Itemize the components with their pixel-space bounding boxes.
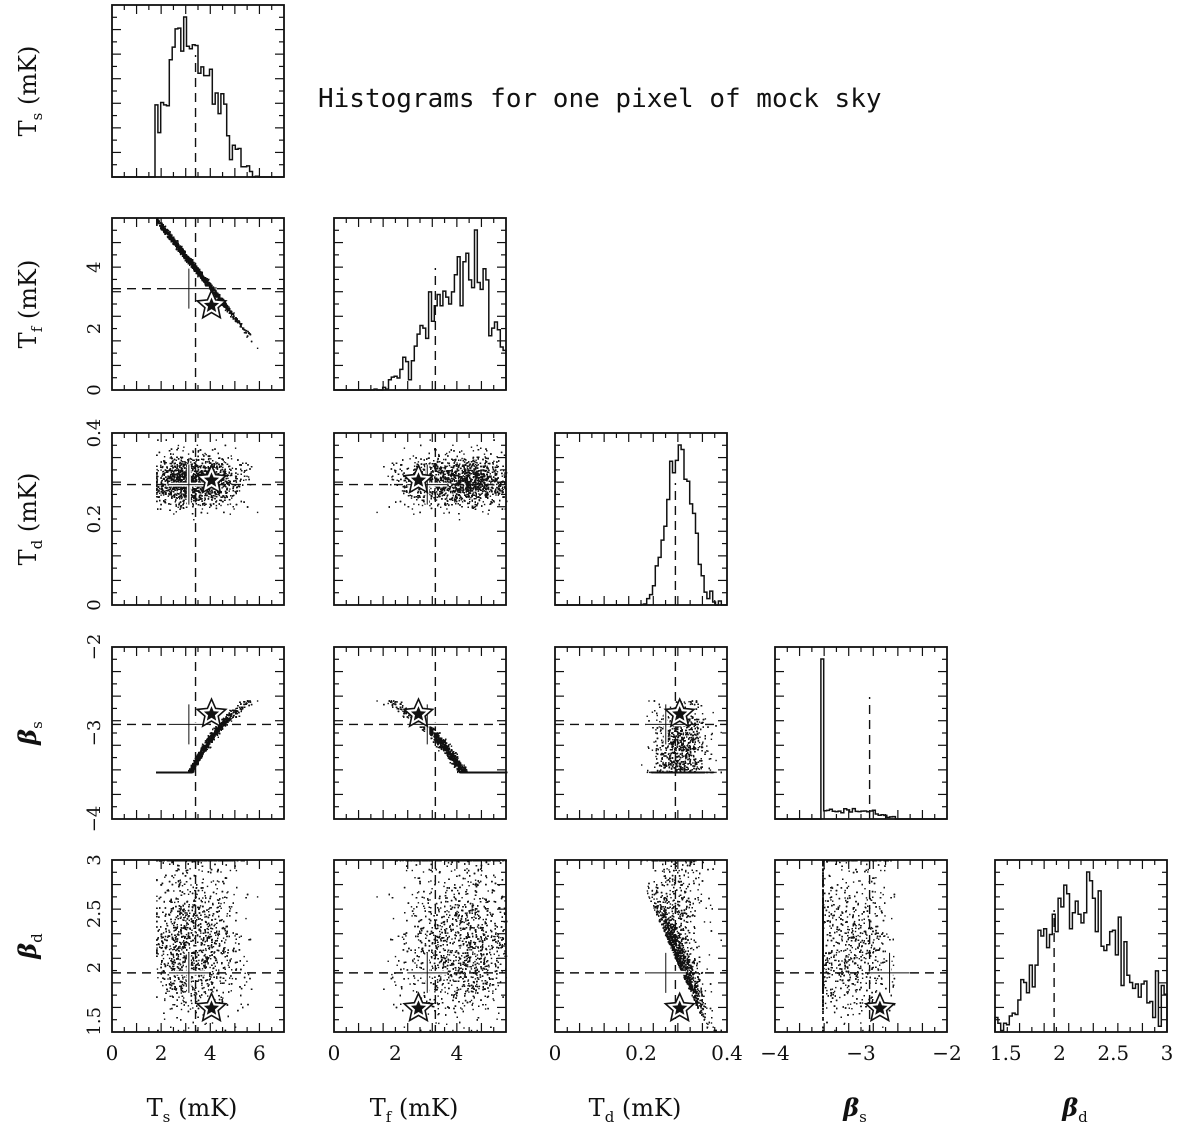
x-tick-label: 0 [106,1041,119,1065]
y-tick-label: 4 [84,261,105,272]
x-axis-label-Tf: Tf (mK) [370,1094,459,1126]
x-tick-label: 2 [1053,1041,1066,1065]
y-tick-label: 0 [84,599,105,610]
x-tick-label: −3 [846,1041,875,1065]
panel-Td-Tf [333,432,508,606]
y-tick-label: 0 [84,384,105,395]
histogram-Ts [112,16,284,178]
panel-bs-bs [774,646,948,820]
chart-title: Histograms for one pixel of mock sky [318,84,882,114]
y-axis-label-Td: Td (mK) [14,473,46,566]
y-axis-label-bd: βd [13,933,46,960]
x-tick-label: 0.4 [711,1041,743,1065]
histogram-Td [555,444,727,606]
x-tick-label: 2 [155,1041,168,1065]
x-tick-label: 3 [1161,1041,1174,1065]
y-tick-label: −3 [84,720,105,747]
x-tick-label: 0 [328,1041,341,1065]
x-tick-label: 1.5 [990,1041,1022,1065]
x-axis-label-bd: βd [1061,1093,1088,1126]
panel-bd-Ts [111,859,285,1033]
histogram-Tf [334,229,507,391]
y-tick-label: 1.5 [84,1007,105,1036]
y-axis-label-Ts: Ts (mK) [14,46,46,137]
x-axis-label-bs: βs [842,1093,867,1126]
x-tick-label: 2.5 [1097,1041,1129,1065]
histogram-bs [775,658,947,820]
y-tick-label: 3 [84,854,105,865]
panel-bs-Td [554,646,728,820]
y-tick-label: 2 [84,323,105,334]
scatter-points [641,860,722,1032]
y-tick-label: 2 [84,962,105,973]
panel-bd-Tf [333,859,508,1033]
panel-bs-Ts [111,646,285,820]
panel-Ts-Ts [111,4,285,178]
x-tick-label: −4 [760,1041,789,1065]
panel-Tf-Tf [333,217,507,391]
y-tick-label: 0.4 [84,419,105,448]
panel-Td-Td [554,432,728,606]
scatter-points [156,218,259,349]
y-tick-label: −4 [84,806,105,833]
x-tick-label: 0.2 [625,1041,657,1065]
panel-Tf-Ts [111,217,285,391]
panel-bd-Td [554,859,728,1033]
y-tick-label: 2.5 [84,899,105,928]
y-axis-label-bs: βs [13,721,46,746]
histogram-bd [994,871,1168,1032]
panel-bd-bd [994,859,1168,1033]
y-tick-label: 0.2 [84,505,105,534]
x-tick-label: 2 [389,1041,402,1065]
panel-Td-Ts [111,432,285,606]
x-tick-label: 6 [253,1041,266,1065]
panel-bs-Tf [333,646,508,820]
x-tick-label: 4 [204,1041,217,1065]
scatter-points [376,439,508,521]
x-axis-label-Ts: Ts (mK) [147,1094,238,1126]
scatter-points [376,860,508,1032]
x-axis-label-Td: Td (mK) [589,1094,682,1126]
y-axis-label-Tf: Tf (mK) [14,260,46,349]
x-tick-label: 0 [549,1041,562,1065]
x-tick-label: −2 [932,1041,961,1065]
y-tick-label: −2 [84,634,105,661]
scatter-points [376,700,508,774]
panel-bd-bs [774,859,948,1033]
x-tick-label: 4 [450,1041,463,1065]
